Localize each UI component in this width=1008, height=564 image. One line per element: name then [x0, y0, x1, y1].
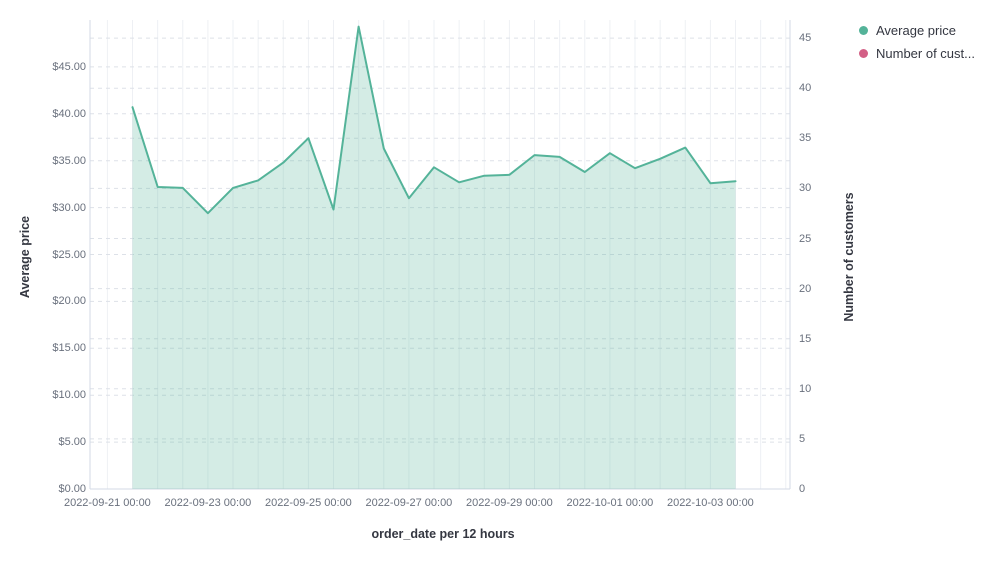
legend-series-dot-icon [859, 26, 868, 35]
legend-item-number-of-customers[interactable]: Number of cust... [859, 42, 975, 65]
left-axis-tick-label: $20.00 [52, 295, 86, 308]
right-axis-title: Number of customers [842, 192, 856, 322]
x-axis-title: order_date per 12 hours [371, 527, 515, 541]
left-axis-tick-label: $35.00 [52, 154, 86, 167]
left-axis-tick-label: $25.00 [52, 248, 86, 261]
right-axis-tick-label: 20 [799, 282, 812, 295]
left-axis-tick-label: $0.00 [58, 483, 86, 495]
x-axis-tick-label: 2022-09-23 00:00 [164, 497, 252, 509]
right-axis-tick-label: 35 [799, 132, 812, 145]
left-axis-tick-label: $5.00 [58, 436, 86, 449]
legend-item-average-price[interactable]: Average price [859, 19, 975, 42]
legend-item-label: Number of cust... [876, 46, 975, 61]
right-axis-tick-label: 30 [799, 182, 812, 195]
legend-series-dot-icon [859, 49, 868, 58]
legend: Average price Number of cust... [859, 19, 975, 65]
x-axis-tick-label: 2022-10-03 00:00 [666, 497, 754, 509]
left-axis-tick-label: $40.00 [52, 107, 86, 120]
left-axis-tick-label: $15.00 [52, 342, 86, 355]
x-axis-tick-label: 2022-09-27 00:00 [365, 497, 453, 509]
x-axis-tick-label: 2022-10-01 00:00 [566, 497, 654, 509]
x-axis-tick-label: 2022-09-25 00:00 [264, 497, 352, 509]
average-price-line [131, 25, 737, 215]
right-axis-tick-label: 40 [799, 82, 812, 95]
right-axis-tick-label: 0 [799, 483, 806, 495]
x-axis-tick-label: 2022-09-29 00:00 [465, 497, 553, 509]
legend-item-label: Average price [876, 23, 956, 38]
right-axis-tick-label: 15 [799, 332, 812, 345]
left-axis-tick-label: $30.00 [52, 201, 86, 214]
right-axis-tick-label: 45 [799, 32, 812, 45]
right-axis-tick-label: 25 [799, 232, 812, 245]
right-axis-tick-label: 5 [799, 432, 806, 445]
average-price-area [132, 26, 736, 489]
left-axis-tick-label: $45.00 [52, 60, 86, 73]
right-axis-tick-label: 10 [799, 382, 812, 395]
left-axis-tick-label: $10.00 [52, 389, 86, 402]
x-axis-tick-label: 2022-09-21 00:00 [63, 497, 151, 509]
